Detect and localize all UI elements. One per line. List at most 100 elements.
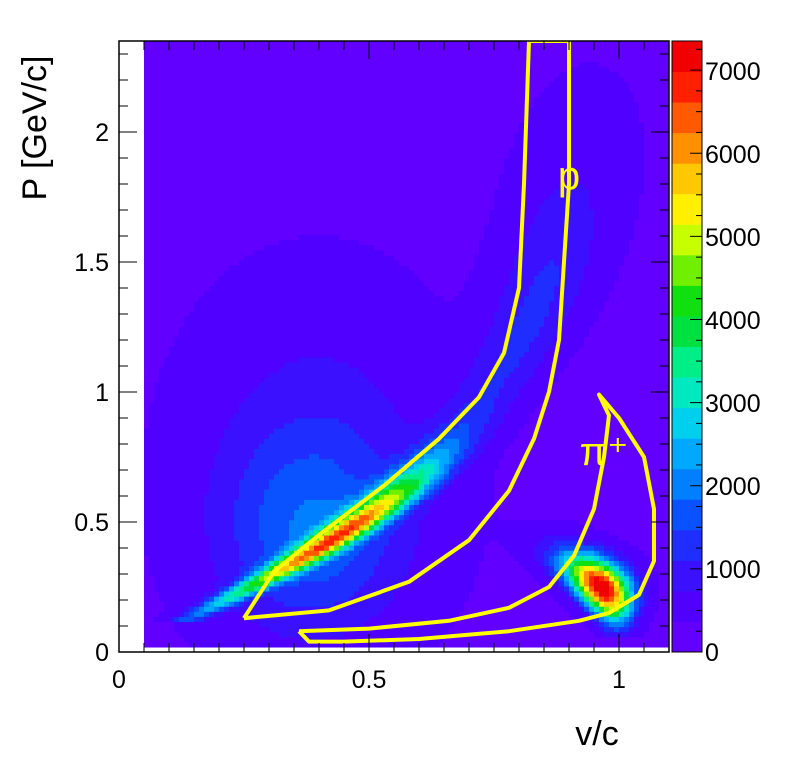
- heatmap-cell: [194, 636, 200, 643]
- heatmap-cell: [229, 163, 235, 169]
- heatmap-cell: [259, 91, 265, 98]
- heatmap-cell: [174, 438, 180, 444]
- heatmap-cell: [234, 315, 240, 322]
- heatmap-cell: [324, 351, 330, 358]
- heatmap-cell: [229, 71, 235, 78]
- heatmap-cell: [299, 590, 305, 597]
- heatmap-cell: [219, 616, 225, 623]
- heatmap-cell: [249, 519, 255, 526]
- heatmap-cell: [159, 168, 165, 174]
- heatmap-cell: [264, 595, 270, 602]
- heatmap-cell: [244, 433, 250, 439]
- heatmap-cell: [259, 239, 265, 246]
- heatmap-cell: [179, 147, 185, 154]
- heatmap-cell: [164, 366, 170, 373]
- heatmap-cell: [154, 91, 160, 98]
- heatmap-cell: [304, 147, 310, 154]
- heatmap-cell: [214, 153, 220, 159]
- heatmap-cell: [254, 66, 260, 73]
- heatmap-cell: [179, 86, 185, 93]
- heatmap-cell: [289, 224, 295, 230]
- heatmap-cell: [194, 550, 200, 556]
- heatmap-cell: [154, 606, 160, 612]
- heatmap-cell: [289, 300, 295, 307]
- heatmap-cell: [144, 310, 150, 317]
- heatmap-cell: [204, 142, 210, 149]
- heatmap-cell: [344, 300, 350, 307]
- heatmap-cell: [279, 636, 285, 643]
- heatmap-cell: [294, 147, 300, 154]
- heatmap-cell: [249, 193, 255, 200]
- heatmap-cell: [239, 86, 245, 93]
- heatmap-cell: [179, 580, 185, 587]
- heatmap-cell: [179, 102, 185, 108]
- heatmap-cell: [219, 448, 225, 455]
- heatmap-cell: [284, 321, 290, 327]
- heatmap-cell: [349, 219, 355, 225]
- heatmap-cell: [254, 529, 260, 536]
- heatmap-cell: [334, 524, 340, 531]
- heatmap-cell: [164, 112, 170, 118]
- heatmap-cell: [164, 321, 170, 327]
- heatmap-cell: [344, 483, 350, 490]
- heatmap-cell: [194, 178, 200, 185]
- heatmap-cell: [324, 641, 330, 648]
- heatmap-cell: [289, 524, 295, 531]
- heatmap-cell: [349, 321, 355, 327]
- heatmap-cell: [209, 443, 215, 449]
- heatmap-cell: [149, 254, 155, 261]
- heatmap-cell: [144, 550, 150, 556]
- heatmap-cell: [209, 463, 215, 470]
- heatmap-cell: [214, 377, 220, 383]
- heatmap-cell: [194, 158, 200, 164]
- heatmap-cell: [194, 275, 200, 281]
- heatmap-cell: [154, 636, 160, 643]
- heatmap-cell: [199, 321, 205, 327]
- heatmap-cell: [169, 392, 175, 399]
- heatmap-cell: [329, 326, 335, 332]
- heatmap-cell: [144, 275, 150, 281]
- heatmap-cell: [159, 61, 165, 68]
- heatmap-cell: [169, 565, 175, 572]
- heatmap-cell: [314, 483, 320, 490]
- heatmap-cell: [284, 71, 290, 78]
- heatmap-cell: [174, 127, 180, 134]
- heatmap-cell: [184, 509, 190, 516]
- heatmap-cell: [299, 397, 305, 404]
- heatmap-cell: [274, 595, 280, 602]
- heatmap-cell: [284, 346, 290, 353]
- heatmap-cell: [349, 534, 355, 541]
- heatmap-cell: [184, 326, 190, 332]
- heatmap-cell: [199, 392, 205, 399]
- heatmap-cell: [269, 66, 275, 73]
- heatmap-cell: [249, 494, 255, 500]
- heatmap-cell: [229, 331, 235, 337]
- heatmap-cell: [194, 214, 200, 220]
- heatmap-cell: [304, 285, 310, 292]
- heatmap-cell: [334, 305, 340, 312]
- heatmap-cell: [299, 193, 305, 200]
- heatmap-cell: [234, 224, 240, 230]
- heatmap-cell: [194, 219, 200, 225]
- heatmap-cell: [179, 351, 185, 358]
- heatmap-cell: [169, 616, 175, 623]
- heatmap-cell: [264, 219, 270, 225]
- heatmap-cell: [279, 137, 285, 144]
- heatmap-cell: [164, 214, 170, 220]
- heatmap-cell: [344, 326, 350, 332]
- heatmap-cell: [284, 239, 290, 246]
- heatmap-cell: [309, 290, 315, 297]
- heatmap-cell: [234, 550, 240, 556]
- heatmap-cell: [174, 336, 180, 343]
- heatmap-cell: [224, 621, 230, 628]
- heatmap-cell: [174, 51, 180, 57]
- heatmap-cell: [304, 46, 310, 52]
- heatmap-cell: [189, 331, 195, 337]
- heatmap-cell: [334, 509, 340, 516]
- heatmap-cell: [184, 183, 190, 190]
- heatmap-cell: [284, 631, 290, 638]
- heatmap-cell: [294, 412, 300, 419]
- heatmap-cell: [319, 219, 325, 225]
- heatmap-cell: [174, 611, 180, 617]
- heatmap-cell: [314, 147, 320, 154]
